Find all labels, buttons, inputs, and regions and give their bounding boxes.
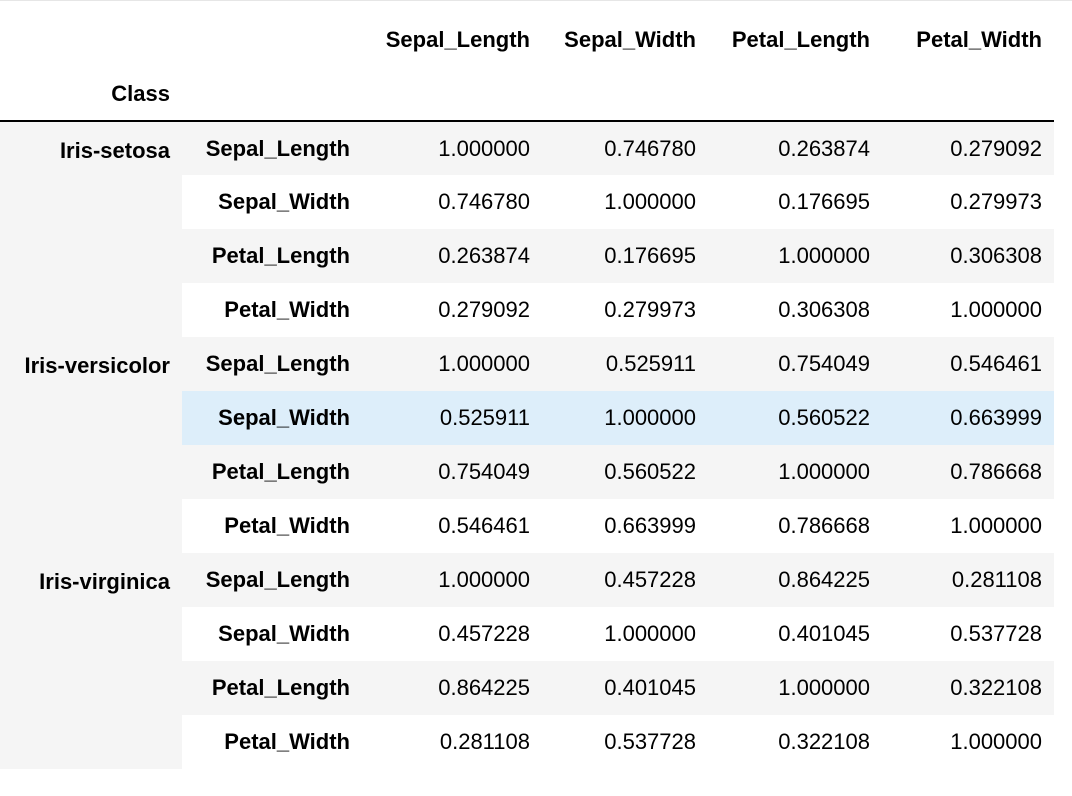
cell-value: 1.000000 — [708, 445, 882, 499]
cell-value: 0.176695 — [708, 175, 882, 229]
table-row[interactable]: Sepal_Width 0.457228 1.000000 0.401045 0.537… — [0, 607, 1054, 661]
cell-value: 1.000000 — [362, 337, 542, 391]
cell-value: 1.000000 — [542, 607, 708, 661]
cell-value: 0.279092 — [882, 121, 1054, 175]
cell-value: 0.401045 — [708, 607, 882, 661]
table-row[interactable]: Sepal_Width 0.525911 1.000000 0.560522 0.663… — [0, 391, 1054, 445]
cell-value: 1.000000 — [542, 391, 708, 445]
cell-value: 1.000000 — [708, 229, 882, 283]
cell-value: 0.263874 — [362, 229, 542, 283]
cell-value: 1.000000 — [362, 121, 542, 175]
blank-header — [0, 13, 182, 67]
cell-value: 0.560522 — [708, 391, 882, 445]
table-row[interactable]: Petal_Width 0.281108 0.537728 0.322108 1.000… — [0, 715, 1054, 769]
cell-value: 0.263874 — [708, 121, 882, 175]
top-divider — [0, 0, 1072, 1]
cell-value: 0.786668 — [708, 499, 882, 553]
cell-value: 1.000000 — [362, 553, 542, 607]
cell-value: 1.000000 — [542, 175, 708, 229]
table-body: Iris-setosa Sepal_Length 1.000000 0.746780 0… — [0, 121, 1054, 769]
column-header-sepal-length: Sepal_Length — [385, 27, 530, 52]
cell-value: 0.281108 — [362, 715, 542, 769]
cell-value: 0.754049 — [708, 337, 882, 391]
row-label: Petal_Length — [182, 661, 362, 715]
correlation-table: Sepal_Length Sepal_Width Petal_Length Pe… — [0, 13, 1054, 769]
cell-value: 0.306308 — [882, 229, 1054, 283]
row-label: Petal_Width — [182, 715, 362, 769]
column-header-petal-length: Petal_Length — [731, 27, 870, 52]
row-label: Sepal_Length — [182, 337, 362, 391]
cell-value: 1.000000 — [882, 283, 1054, 337]
cell-value: 0.537728 — [882, 607, 1054, 661]
column-header-row: Sepal_Length Sepal_Width Petal_Length Pe… — [0, 13, 1054, 67]
group-label: Iris-setosa — [0, 121, 182, 337]
cell-value: 0.864225 — [362, 661, 542, 715]
row-label: Sepal_Length — [182, 121, 362, 175]
index-name-class: Class — [111, 80, 170, 106]
cell-value: 0.560522 — [542, 445, 708, 499]
cell-value: 0.537728 — [542, 715, 708, 769]
group-label: Iris-virginica — [0, 553, 182, 769]
cell-value: 0.546461 — [362, 499, 542, 553]
cell-value: 0.746780 — [542, 121, 708, 175]
table-row[interactable]: Petal_Width 0.279092 0.279973 0.306308 1.000… — [0, 283, 1054, 337]
cell-value: 0.546461 — [882, 337, 1054, 391]
group-label: Iris-versicolor — [0, 337, 182, 553]
table-row[interactable]: Petal_Length 0.263874 0.176695 1.000000 0.30… — [0, 229, 1054, 283]
cell-value: 0.281108 — [882, 553, 1054, 607]
cell-value: 0.457228 — [542, 553, 708, 607]
column-header-petal-width: Petal_Width — [916, 27, 1042, 52]
table-row[interactable]: Petal_Width 0.546461 0.663999 0.786668 1.000… — [0, 499, 1054, 553]
table-row[interactable]: Iris-versicolor Sepal_Length 1.000000 0.525… — [0, 337, 1054, 553]
cell-value: 0.786668 — [882, 445, 1054, 499]
cell-value: 0.322108 — [708, 715, 882, 769]
row-label: Sepal_Width — [182, 607, 362, 661]
cell-value: 1.000000 — [882, 499, 1054, 553]
blank-header — [182, 13, 362, 67]
index-name-row: Class — [0, 67, 1054, 121]
row-label: Sepal_Length — [182, 553, 362, 607]
cell-value: 0.746780 — [362, 175, 542, 229]
cell-value: 0.279092 — [362, 283, 542, 337]
cell-value: 0.663999 — [882, 391, 1054, 445]
cell-value: 0.525911 — [542, 337, 708, 391]
column-header-sepal-width: Sepal_Width — [564, 27, 696, 52]
row-label: Sepal_Width — [182, 175, 362, 229]
row-label: Sepal_Width — [182, 391, 362, 445]
cell-value: 0.322108 — [882, 661, 1054, 715]
table-row[interactable]: Petal_Length 0.864225 0.401045 1.000000 0.32… — [0, 661, 1054, 715]
cell-value: 0.176695 — [542, 229, 708, 283]
cell-value: 0.279973 — [882, 175, 1054, 229]
table-row[interactable]: Sepal_Width 0.746780 1.000000 0.176695 0.279… — [0, 175, 1054, 229]
row-label: Petal_Width — [182, 283, 362, 337]
cell-value: 0.864225 — [708, 553, 882, 607]
cell-value: 0.457228 — [362, 607, 542, 661]
cell-value: 0.754049 — [362, 445, 542, 499]
table-row[interactable]: Petal_Length 0.754049 0.560522 1.000000 0.78… — [0, 445, 1054, 499]
cell-value: 0.401045 — [542, 661, 708, 715]
cell-value: 0.279973 — [542, 283, 708, 337]
row-label: Petal_Length — [182, 229, 362, 283]
cell-value: 0.663999 — [542, 499, 708, 553]
cell-value: 1.000000 — [882, 715, 1054, 769]
row-label: Petal_Width — [182, 499, 362, 553]
cell-value: 1.000000 — [708, 661, 882, 715]
table-row[interactable]: Iris-virginica Sepal_Length 1.000000 0.4572… — [0, 553, 1054, 769]
cell-value: 0.306308 — [708, 283, 882, 337]
row-label: Petal_Length — [182, 445, 362, 499]
cell-value: 0.525911 — [362, 391, 542, 445]
table-row[interactable]: Iris-setosa Sepal_Length 1.000000 0.746780 0… — [0, 121, 1054, 337]
